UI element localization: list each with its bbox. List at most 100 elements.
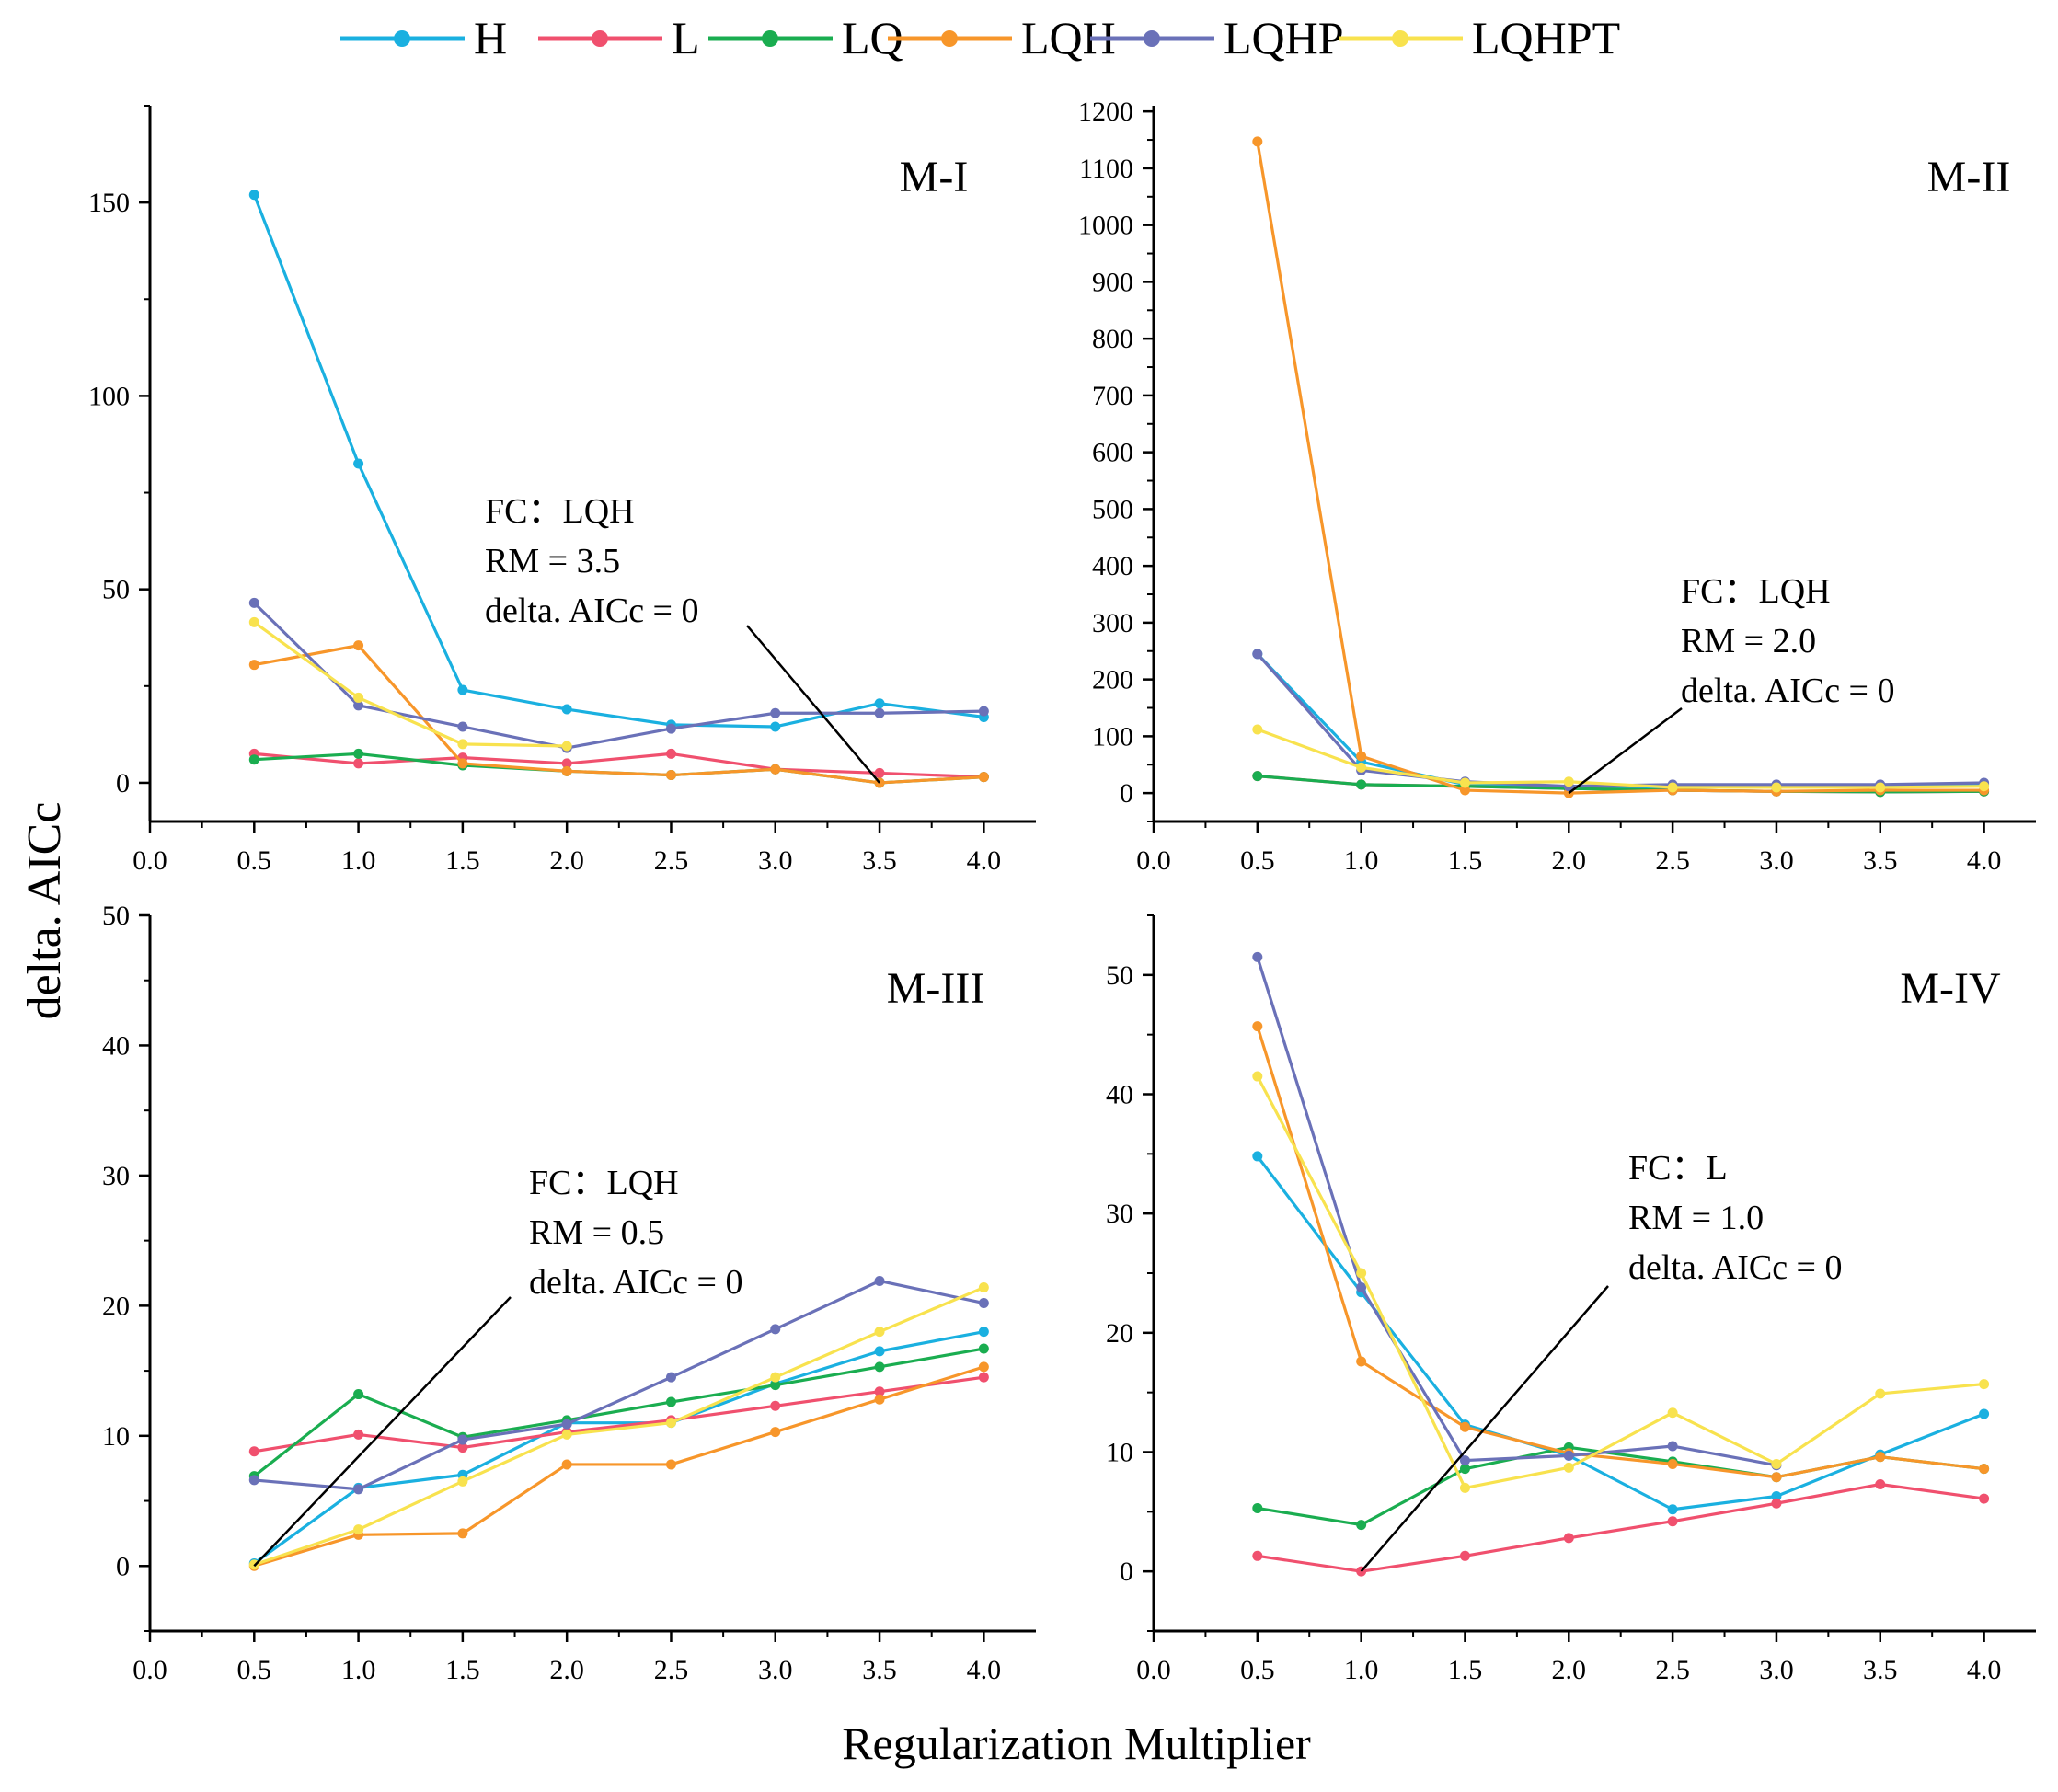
data-point [978,1298,989,1309]
legend-item: LQH [888,12,1116,63]
data-point [1356,1520,1367,1531]
data-point [248,754,259,765]
data-point [1459,777,1470,788]
data-point [1771,782,1782,793]
series-lqhpt [1252,724,1990,793]
data-point [1459,1464,1470,1475]
y-axis-label: delta. AICc [18,802,71,1020]
series-line [1256,1075,1984,1490]
data-point [1875,1479,1886,1490]
y-tick-label: 40 [1106,1080,1133,1110]
annotation-text: RM = 0.5 [529,1213,664,1252]
data-point [248,660,259,671]
data-point [1356,762,1367,773]
x-tick-label: 0.5 [237,1655,272,1685]
data-point [770,1372,781,1383]
y-tick-label: 50 [102,901,130,931]
data-point [1252,724,1263,735]
data-point [353,458,364,469]
data-point [978,1327,989,1338]
data-point [1563,776,1574,787]
y-tick-label: 20 [1106,1318,1133,1349]
data-point [248,1446,259,1457]
legend-marker [1392,30,1408,47]
series-lqhp [248,1275,989,1495]
data-point [1252,1151,1263,1162]
data-point [1356,1268,1367,1279]
x-tick-label: 4.0 [967,1655,1002,1685]
data-point [770,1324,781,1335]
legend-item: LQHPT [1339,12,1620,63]
y-tick-label: 10 [102,1421,130,1452]
data-point [1459,1482,1470,1493]
data-point [561,1429,572,1440]
data-point [1252,1021,1263,1032]
series-line [1256,956,1777,1467]
legend-marker [941,30,958,47]
legend-marker [1144,30,1160,47]
data-point [457,684,468,695]
data-point [248,1475,259,1486]
y-tick-label: 400 [1092,551,1133,581]
series-lqhpt [1252,1071,1990,1493]
x-tick-label: 1.5 [445,1655,480,1685]
data-point [353,692,364,703]
y-tick-label: 50 [102,575,130,605]
series-line [253,1286,984,1567]
data-point [248,190,259,201]
annotation-text: RM = 2.0 [1681,622,1816,661]
annotation-pointer [253,1296,512,1568]
legend-item: H [340,12,507,63]
data-point [1252,951,1263,962]
annotation-pointer [746,625,881,784]
x-tick-label: 4.0 [967,845,1002,876]
data-point [353,640,364,651]
data-point [665,770,676,781]
data-point [353,758,364,769]
legend-item: L [538,12,700,63]
x-tick-label: 4.0 [1967,1655,2002,1685]
data-point [665,1459,676,1470]
annotation-text: delta. AICc = 0 [529,1263,743,1302]
y-tick-label: 100 [1092,721,1133,752]
x-tick-label: 0.5 [237,845,272,876]
x-tick-label: 3.5 [1863,1655,1898,1685]
data-point [874,1327,885,1338]
data-point [1667,1441,1678,1452]
legend-label: H [474,12,507,63]
panel-m-ii: 0.0 0.5 1.0 1.5 2.0 2.5 3.0 3.5 4.0 0 100 200 300 400… [1078,97,2036,876]
x-axis-label: Regularization Multiplier [842,1717,1311,1769]
annotation-text: RM = 1.0 [1628,1199,1764,1237]
y-tick-label: 40 [102,1030,130,1061]
series-line [253,1330,984,1565]
data-point [665,748,676,759]
data-point [978,706,989,717]
y-tick-label: 1000 [1078,211,1133,241]
data-point [457,721,468,732]
series-line [254,1279,984,1491]
data-point [978,1343,989,1354]
data-point [770,1380,781,1391]
data-point [874,1346,885,1357]
legend-label: LQHPT [1472,12,1620,63]
x-tick-label: 2.5 [654,845,689,876]
series-line [253,1365,984,1568]
series-line [1257,728,1984,789]
data-point [561,1419,572,1430]
data-point [1252,771,1263,782]
data-point [1979,1408,1990,1419]
data-point [1771,1458,1782,1469]
data-point [1667,782,1678,793]
data-point [770,721,781,732]
series-line [1257,1482,1984,1573]
x-tick-label: 1.5 [445,845,480,876]
y-tick-label: 800 [1092,324,1133,354]
data-point [874,698,885,709]
x-tick-label: 3.5 [1863,845,1898,876]
data-point [874,1275,885,1286]
x-tick-label: 2.0 [1552,1655,1587,1685]
series-line [254,1375,984,1453]
legend-item: LQ [708,12,903,63]
data-point [1667,1504,1678,1515]
